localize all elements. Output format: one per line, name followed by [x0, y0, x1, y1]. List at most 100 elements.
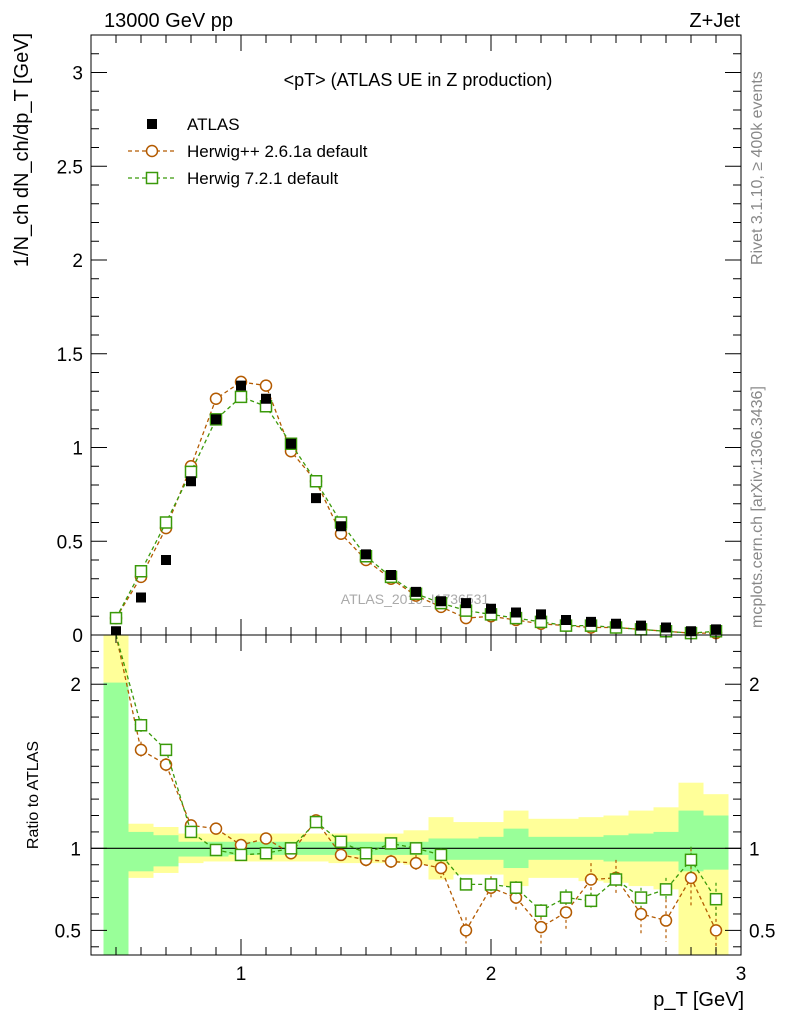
data-point [611, 618, 621, 629]
ratio-point [284, 842, 298, 855]
main-y-axis-label: 1/N_ch dN_ch/dp_T [GeV] [11, 33, 33, 267]
ratio-point [559, 891, 573, 904]
data-point [686, 626, 696, 637]
data-point [486, 603, 496, 614]
data-point [411, 586, 421, 597]
uncertainty-band-stat [153, 835, 179, 867]
ratio-point [384, 855, 398, 868]
ratio-panel: 0.5 0.5 1 1 2 2 1 2 3 Ratio to ATLAS p_T [GeV] [25, 634, 775, 1011]
mcplots-reference-label: mcplots.cern.ch [arXiv:1306.3436] [749, 386, 766, 628]
ratio-point [434, 861, 448, 875]
ratio-point [459, 878, 473, 891]
uncertainty-band-stat [178, 841, 204, 857]
ratio-point [559, 906, 573, 919]
ratio-point [134, 719, 148, 732]
legend-marker-herwigpp [145, 144, 159, 158]
ratio-point [459, 924, 473, 937]
data-point [261, 393, 271, 404]
data-point [186, 476, 196, 487]
ratio-point [409, 842, 423, 855]
ratio-point [134, 743, 148, 757]
ratio-point [209, 822, 223, 835]
ratio-point [309, 815, 323, 829]
ratio-y-tick-label: 0.5 [55, 921, 81, 942]
main-y-tick-label: 1.5 [57, 345, 83, 366]
data-point [211, 414, 221, 425]
ratio-point [184, 825, 198, 839]
data-point [309, 475, 323, 488]
ratio-point [159, 743, 173, 757]
ratio-point [259, 847, 273, 860]
ratio-point [684, 853, 698, 867]
legend-marker-atlas [147, 119, 157, 129]
ratio-point [584, 873, 598, 886]
data-point [286, 438, 296, 449]
ratio-point [409, 856, 423, 870]
main-plot-title: <pT> (ATLAS UE in Z production) [284, 70, 553, 90]
data-point [184, 465, 198, 479]
ratio-point [334, 835, 348, 849]
data-point [134, 565, 148, 578]
data-point [636, 620, 646, 631]
data-point [159, 516, 173, 529]
x-tick-label: 2 [486, 964, 497, 985]
data-point [234, 390, 248, 404]
ratio-point [709, 892, 723, 906]
data-point [236, 380, 246, 391]
ratio-point [659, 883, 673, 896]
main-y-tick-label: 0 [72, 626, 83, 647]
ratio-y-tick-label-right: 0.5 [749, 921, 775, 942]
ratio-point [684, 871, 698, 885]
ratio-point [384, 837, 398, 850]
main-y-tick-label: 2.5 [57, 157, 83, 178]
uncertainty-band-stat [628, 833, 654, 862]
main-y-tick-label: 2 [72, 251, 83, 272]
ratio-point [634, 891, 648, 904]
process-label: Z+Jet [689, 10, 740, 32]
ratio-point [234, 848, 248, 862]
data-point [511, 607, 521, 618]
x-tick-label: 3 [736, 964, 747, 985]
ratio-point [709, 924, 723, 937]
data-point [111, 626, 121, 637]
ratio-plot-frame [90, 634, 742, 956]
data-point [259, 379, 273, 392]
data-point [161, 555, 171, 565]
uncertainty-band-stat [103, 682, 129, 955]
data-point [711, 624, 721, 635]
data-point [361, 549, 371, 560]
beam-energy-label: 13000 GeV pp [104, 10, 233, 32]
ratio-y-tick-label: 2 [70, 675, 81, 696]
x-tick-label: 1 [236, 964, 247, 985]
data-point [586, 616, 596, 627]
ratio-point [209, 843, 223, 857]
ratio-point [609, 873, 623, 886]
uncertainty-band-stat [653, 831, 679, 862]
legend-label-herwigpp: Herwig++ 2.6.1a default [187, 142, 368, 161]
ratio-point [334, 848, 348, 862]
main-y-tick-label: 3 [72, 64, 83, 85]
legend-label-herwig7: Herwig 7.2.1 default [187, 169, 338, 188]
ratio-y-tick-label-right: 2 [749, 675, 760, 696]
data-point [386, 570, 396, 580]
ratio-point [509, 881, 523, 894]
main-y-tick-label: 0.5 [57, 532, 83, 553]
ratio-point [534, 904, 548, 917]
legend-label-atlas: ATLAS [187, 115, 240, 134]
ratio-point [159, 758, 173, 771]
ratio-y-axis-label: Ratio to ATLAS [25, 741, 42, 849]
uncertainty-band-stat [128, 831, 154, 872]
ratio-point [359, 847, 373, 860]
data-point [561, 615, 571, 625]
uncertainty-band-stat [703, 815, 729, 870]
legend-marker-herwig7 [145, 171, 159, 185]
uncertainty-band-stat [453, 838, 479, 860]
data-point [311, 493, 321, 504]
ratio-point [659, 914, 673, 927]
ratio-point [634, 907, 648, 921]
data-point [109, 611, 123, 625]
main-distribution-panel: 0 0.5 1 1.5 2 2.5 3 1/N_ch dN_ch/dp_T [GeV] <pT>… [11, 33, 742, 647]
rivet-version-label: Rivet 3.1.10, ≥ 400k events [749, 71, 766, 265]
ratio-point [434, 848, 448, 862]
